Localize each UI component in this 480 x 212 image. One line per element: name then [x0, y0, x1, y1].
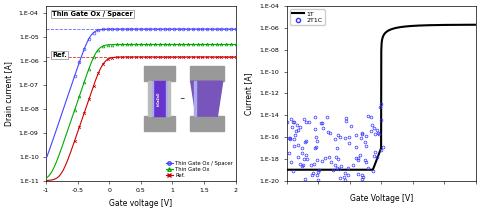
1T [367, 169, 373, 171]
2T1C [342, 179, 348, 181]
1T [431, 24, 437, 26]
2T1C [302, 178, 308, 180]
2T1C [376, 132, 382, 135]
Legend: Thin Gate Ox / Spacer, Thin Gate Ox, Ref.: Thin Gate Ox / Spacer, Thin Gate Ox, Ref… [166, 161, 233, 178]
1T [435, 24, 441, 26]
2T1C [303, 139, 309, 142]
Text: Ref.: Ref. [52, 52, 67, 57]
1T [414, 24, 420, 27]
Legend: 1T, 2T1C: 1T, 2T1C [289, 9, 324, 25]
1T [360, 169, 366, 171]
1T [284, 169, 289, 171]
2T1C [378, 103, 384, 106]
Text: Thin Gate Ox / Spacer: Thin Gate Ox / Spacer [52, 11, 132, 17]
2T1C [335, 158, 340, 161]
2T1C [320, 127, 326, 129]
1T [303, 169, 309, 171]
Line: 2T1C: 2T1C [286, 103, 384, 181]
2T1C [291, 145, 297, 147]
Y-axis label: Current [A]: Current [A] [244, 72, 253, 115]
2T1C [314, 140, 320, 142]
Y-axis label: Drain current [A]: Drain current [A] [4, 61, 13, 126]
X-axis label: Gate voltage [V]: Gate voltage [V] [109, 199, 172, 208]
1T [473, 24, 479, 26]
Line: 1T: 1T [287, 25, 476, 170]
X-axis label: Gate Voltage [V]: Gate Voltage [V] [349, 194, 413, 203]
2T1C [336, 168, 342, 170]
